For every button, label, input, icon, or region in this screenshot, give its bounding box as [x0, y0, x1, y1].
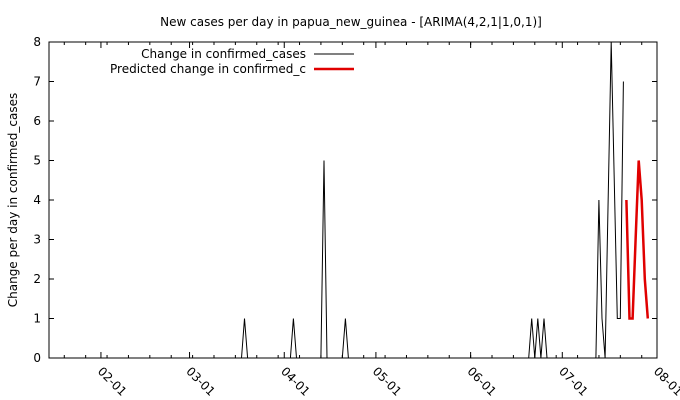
x-tick-label: 05-01: [370, 364, 405, 399]
predicted-series: [625, 160, 650, 320]
y-tick-label: 5: [33, 154, 41, 168]
observed-series: [238, 41, 624, 359]
x-axis: 02-01 03-01 04-01 05-01 06-01 07-01 08-01: [63, 42, 680, 399]
y-tick-label: 3: [33, 233, 41, 247]
observed-line: [238, 41, 624, 359]
predicted-line: [625, 160, 650, 320]
series-layer: [238, 41, 650, 359]
legend-label: Change in confirmed_cases: [141, 47, 306, 61]
x-tick-label: 04-01: [278, 364, 313, 399]
x-tick-label: 03-01: [183, 364, 218, 399]
legend-label: Predicted change in confirmed_c: [110, 62, 306, 76]
y-tick-label: 8: [33, 35, 41, 49]
y-tick-label: 6: [33, 114, 41, 128]
y-tick-label: 2: [33, 272, 41, 286]
y-tick-label: 4: [33, 193, 41, 207]
chart-title: New cases per day in papua_new_guinea - …: [160, 15, 542, 29]
y-axis-label: Change per day in confirmed_cases: [6, 93, 20, 308]
plot-area-frame: [48, 41, 658, 359]
x-tick-label: 02-01: [95, 364, 130, 399]
x-tick-label: 06-01: [465, 364, 500, 399]
x-tick-label: 07-01: [556, 364, 591, 399]
x-tick-label: 08-01: [651, 364, 680, 399]
y-tick-label: 7: [33, 75, 41, 89]
y-axis: 0 1 2 3 4 5 6 7 8: [33, 35, 657, 365]
y-tick-label: 0: [33, 351, 41, 365]
y-tick-label: 1: [33, 312, 41, 326]
y-axis-label-text: Change per day in confirmed_cases: [6, 93, 20, 308]
